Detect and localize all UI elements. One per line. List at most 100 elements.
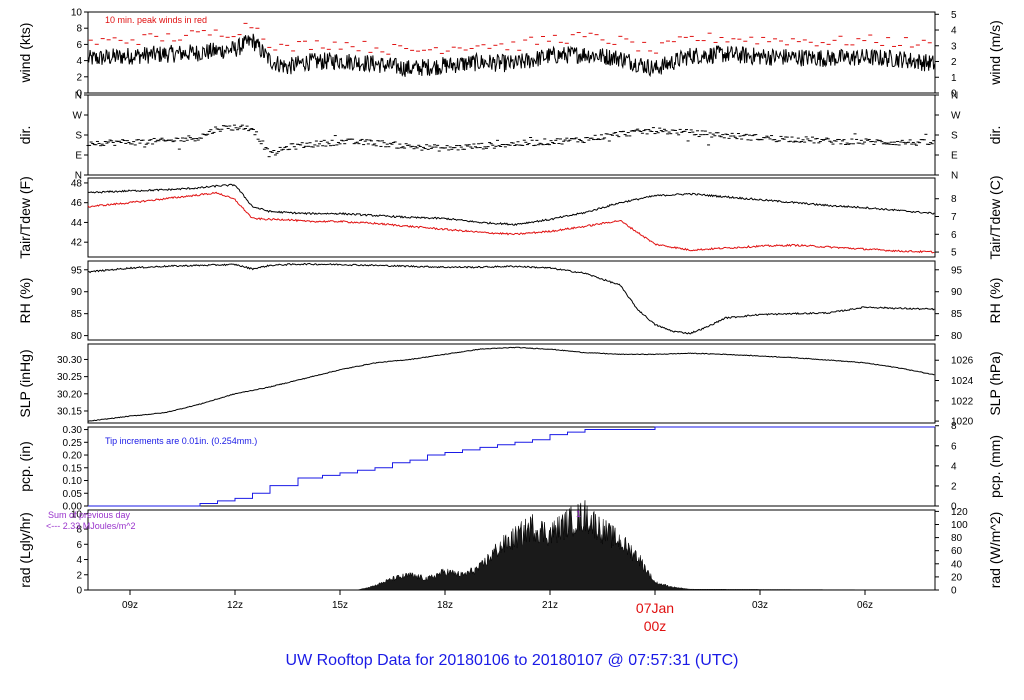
- right-axis-label: SLP (hPa): [987, 351, 1003, 415]
- right-tick-label: 120: [951, 507, 968, 518]
- pcp-annotation: Tip increments are 0.01in. (0.254mm.): [105, 436, 257, 446]
- panel-rh: RH (%) RH (%) 80 85 90 95 80 85 90 95: [17, 260, 1003, 342]
- left-tick-label: 0: [76, 586, 82, 597]
- right-tick-label: 1022: [951, 396, 974, 407]
- right-tick-label: 3: [951, 41, 957, 52]
- wind-annotation: 10 min. peak winds in red: [105, 15, 207, 25]
- left-tick-label: 10: [71, 8, 83, 19]
- right-tick-label: 5: [951, 10, 957, 21]
- right-tick-label: 0: [951, 89, 957, 100]
- x-tick-label: 09z: [122, 600, 138, 611]
- x-tick-label: 03z: [752, 600, 768, 611]
- x-tick-label: 15z: [332, 600, 348, 611]
- pcp-line: [88, 426, 935, 507]
- left-tick-label: E: [75, 151, 82, 162]
- left-tick-label: 0.30: [63, 425, 83, 436]
- right-tick-label: 100: [951, 520, 968, 531]
- right-axis-label: dir.: [987, 126, 1003, 145]
- chart-title: UW Rooftop Data for 20180106 to 20180107…: [286, 652, 739, 669]
- left-tick-label: 0.00: [63, 502, 83, 513]
- right-tick-label: 90: [951, 287, 963, 298]
- left-tick-label: N: [75, 171, 82, 182]
- right-tick-label: 4: [951, 26, 957, 37]
- panel-frame: [87, 177, 936, 258]
- right-tick-label: 2: [951, 57, 957, 68]
- left-tick-label: 0.25: [63, 438, 83, 449]
- left-tick-label: 10: [71, 509, 83, 520]
- left-tick-label: 0.10: [63, 476, 83, 487]
- left-tick-label: 2: [76, 72, 82, 83]
- right-tick-label: 20: [951, 572, 963, 583]
- right-tick-label: 1024: [951, 376, 974, 387]
- tair-line: [87, 183, 935, 226]
- tdew-line: [87, 191, 935, 254]
- left-tick-label: 90: [71, 287, 83, 298]
- panel-frame: [87, 94, 936, 176]
- x-tick-label: 12z: [227, 600, 243, 611]
- left-tick-label: W: [73, 111, 83, 122]
- right-tick-label: 2: [951, 481, 957, 492]
- x-tick-label: 06z: [857, 600, 873, 611]
- right-tick-label: 95: [951, 265, 963, 276]
- left-tick-label: S: [75, 131, 82, 142]
- right-tick-label: 60: [951, 546, 963, 557]
- right-tick-label: S: [951, 131, 958, 142]
- left-tick-label: 48: [71, 178, 83, 189]
- rad-annotation-line1: Sum of previous day: [48, 510, 131, 520]
- left-tick-label: 8: [76, 24, 82, 35]
- left-tick-label: 4: [76, 555, 82, 566]
- left-tick-label: N: [75, 91, 82, 102]
- right-tick-label: 8: [951, 421, 957, 432]
- left-axis-label: Tair/Tdew (F): [17, 176, 33, 258]
- right-tick-label: 1026: [951, 356, 974, 367]
- right-tick-label: 80: [951, 533, 963, 544]
- x-date-hour-label: 00z: [644, 618, 667, 634]
- left-tick-label: 44: [71, 218, 83, 229]
- left-axis-label: pcp. (in): [17, 441, 33, 492]
- slp-line: [87, 346, 935, 422]
- left-tick-label: 30.20: [57, 389, 82, 400]
- left-tick-label: 2: [76, 570, 82, 581]
- wind-speed-line: [87, 33, 936, 78]
- left-tick-label: 30.15: [57, 406, 82, 417]
- right-tick-label: N: [951, 91, 958, 102]
- x-axis: 09z 12z 15z 18z 21z 07Jan 00z 03z 06z: [122, 590, 873, 634]
- right-axis-label: Tair/Tdew (C): [987, 175, 1003, 259]
- right-tick-label: 0: [951, 502, 957, 513]
- left-tick-label: 6: [76, 540, 82, 551]
- rh-line: [88, 262, 935, 335]
- right-tick-label: 0: [951, 586, 957, 597]
- right-tick-label: 7: [951, 212, 957, 223]
- left-axis-label: wind (kts): [17, 23, 33, 84]
- rad-annotation-line2: <--- 2.33 MJoules/m^2: [46, 521, 136, 531]
- right-tick-label: 6: [951, 230, 957, 241]
- left-tick-label: 6: [76, 40, 82, 51]
- right-tick-label: E: [951, 151, 958, 162]
- right-tick-label: 1020: [951, 417, 974, 428]
- x-tick-label: 21z: [542, 600, 558, 611]
- right-tick-label: N: [951, 171, 958, 182]
- panel-pcp: pcp. (in) pcp. (mm) 0.00 0.05 0.10 0.150.20 0.…: [17, 421, 1003, 512]
- left-tick-label: 0: [76, 89, 82, 100]
- left-axis-label: rad (Lgly/hr): [17, 512, 33, 587]
- right-tick-label: 85: [951, 309, 963, 320]
- left-tick-label: 8: [76, 525, 82, 536]
- right-axis-label: RH (%): [987, 278, 1003, 324]
- left-tick-label: 95: [71, 265, 83, 276]
- panel-temp: Tair/Tdew (F) Tair/Tdew (C) 42 44 46 48 5 6 7 8: [17, 175, 1003, 259]
- left-tick-label: 4: [76, 56, 82, 67]
- right-axis-label: rad (W/m^2): [987, 512, 1003, 589]
- right-tick-label: 40: [951, 559, 963, 570]
- left-tick-label: 0.05: [63, 489, 83, 500]
- left-tick-label: 0.15: [63, 463, 83, 474]
- panel-frame: [87, 426, 936, 507]
- right-tick-label: 4: [951, 461, 957, 472]
- right-tick-label: 8: [951, 194, 957, 205]
- right-tick-label: 5: [951, 248, 957, 259]
- left-tick-label: 30.30: [57, 355, 82, 366]
- right-tick-label: 80: [951, 331, 963, 342]
- right-axis-label: pcp. (mm): [987, 435, 1003, 498]
- x-tick-label: 18z: [437, 600, 453, 611]
